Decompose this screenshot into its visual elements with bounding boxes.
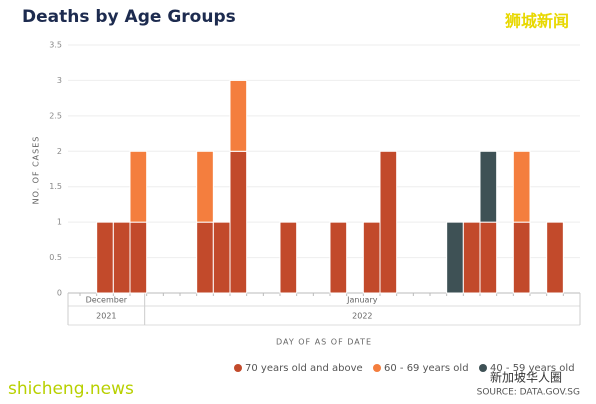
legend-marker (373, 364, 381, 372)
watermark: shicheng.news (8, 379, 134, 399)
y-tick-label: 3.5 (49, 41, 62, 50)
legend-label: 60 - 69 years old (384, 363, 469, 374)
bar-segment (362, 221, 381, 294)
y-tick-label: 2 (57, 147, 62, 156)
legend-marker (479, 364, 487, 372)
y-axis-title: NO. OF CASES (32, 136, 41, 205)
bar-segment (512, 150, 531, 223)
y-tick-label: 1.5 (49, 182, 62, 191)
legend-marker (234, 364, 242, 372)
bar-segment (229, 79, 248, 152)
legend-label: 70 years old and above (245, 363, 363, 374)
bar-segment (196, 221, 214, 294)
bar-segment (129, 150, 148, 223)
bar-segment (446, 221, 464, 294)
bar-segment (129, 221, 148, 294)
bar-segment (229, 150, 248, 294)
y-tick-label: 2.5 (49, 111, 62, 120)
y-tick-label: 0.5 (49, 253, 62, 262)
bar-segment (546, 221, 564, 294)
x-month-label: December (86, 296, 128, 305)
chart-title: Deaths by Age Groups (22, 7, 236, 27)
bar-segment (212, 221, 231, 294)
bar-segment (479, 221, 498, 294)
x-month-label: January (346, 296, 378, 305)
watermark: 狮城新闻 (504, 12, 569, 31)
bar-segment (462, 221, 481, 294)
bar-segment (96, 221, 114, 294)
bar-segment (379, 150, 398, 294)
source: SOURCE: DATA.GOV.SG (477, 388, 580, 398)
bar-segment (512, 221, 531, 294)
bar-segment (279, 221, 298, 294)
y-tick-label: 3 (57, 76, 62, 85)
y-tick-label: 0 (57, 289, 62, 298)
bar-segment (329, 221, 348, 294)
x-year-label: 2022 (352, 312, 372, 321)
bar-segment (196, 150, 214, 223)
x-axis-title: DAY OF AS OF DATE (276, 338, 372, 347)
y-tick-label: 1 (57, 218, 62, 227)
bar-segment (479, 150, 498, 223)
legend-label: 40 - 59 years old (490, 363, 575, 374)
bar-segment (112, 221, 131, 294)
watermark: 新加坡华人圈 (490, 370, 562, 385)
x-year-label: 2021 (96, 312, 116, 321)
